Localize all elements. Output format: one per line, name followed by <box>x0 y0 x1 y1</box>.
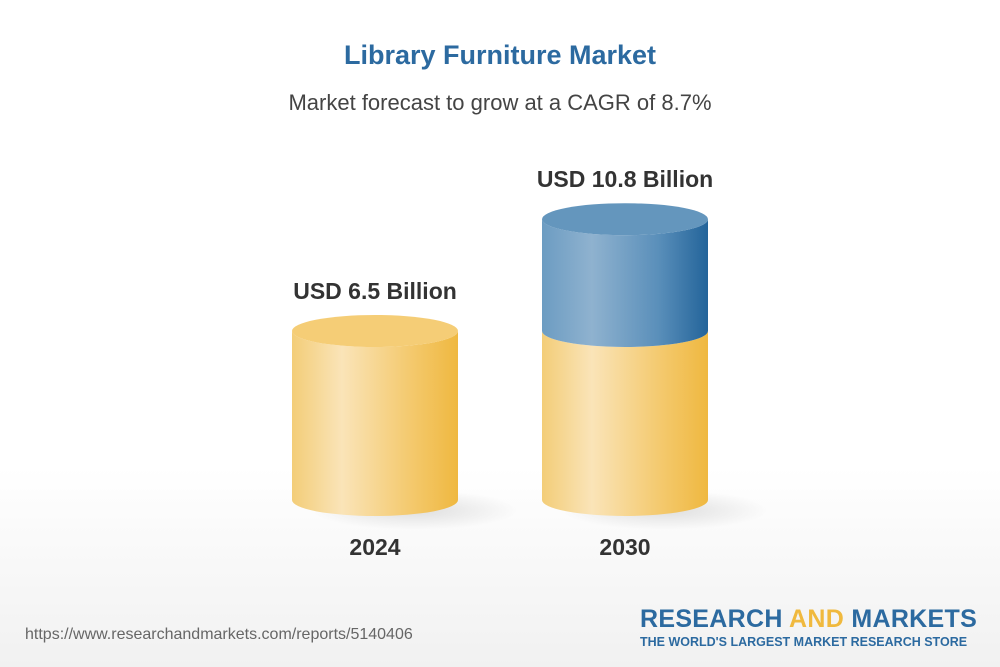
source-url[interactable]: https://www.researchandmarkets.com/repor… <box>25 626 413 643</box>
bar-top-cap <box>542 203 708 236</box>
data-label: USD 10.8 Billion <box>537 166 713 192</box>
bar-growth-segment <box>542 219 708 347</box>
bar-base-segment <box>292 331 458 516</box>
logo-text-and: AND <box>789 605 845 633</box>
bar-base-segment <box>542 331 708 516</box>
chart-title: Library Furniture Market <box>343 40 657 70</box>
chart: USD 6.5 Billion 2024 USD 10.8 Billion 2030 <box>292 166 768 560</box>
category-label: 2030 <box>599 534 650 560</box>
logo-text: MARKETS <box>844 605 978 633</box>
logo-tagline: THE WORLD'S LARGEST MARKET RESEARCH STOR… <box>640 635 968 649</box>
bar-top-cap <box>292 315 458 347</box>
data-label: USD 6.5 Billion <box>293 278 457 304</box>
logo-text: RESEARCH <box>640 605 790 633</box>
category-label: 2024 <box>349 534 400 560</box>
brand-logo: RESEARCH AND MARKETS THE WORLD'S LARGEST… <box>640 605 977 649</box>
chart-subtitle: Market forecast to grow at a CAGR of 8.7… <box>288 90 712 115</box>
